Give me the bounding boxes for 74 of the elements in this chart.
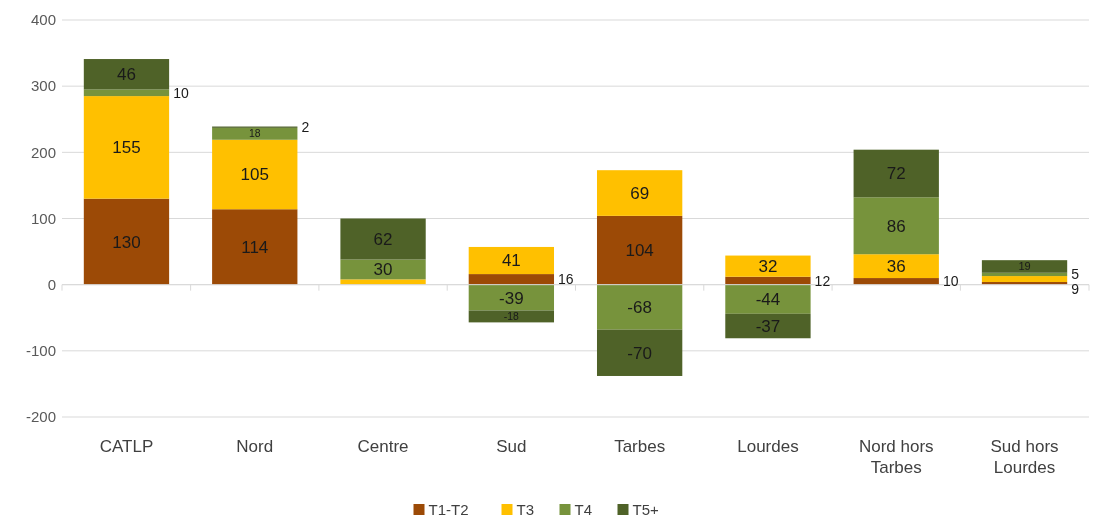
data-label: 12 <box>814 272 831 289</box>
y-tick-label: -100 <box>25 342 56 360</box>
bar <box>725 255 811 277</box>
bar <box>981 272 1068 277</box>
legend-label: T3 <box>516 501 535 519</box>
x-tick-label: Sud <box>496 437 527 456</box>
bar <box>596 284 683 330</box>
data-label: 16 <box>558 271 574 288</box>
bar <box>853 149 939 198</box>
data-label: -37 <box>755 316 781 336</box>
data-label: 18 <box>248 128 261 140</box>
data-label: 30 <box>373 260 393 280</box>
bar <box>853 254 939 279</box>
y-tick-label: 400 <box>30 11 56 29</box>
y-tick-label: -200 <box>25 408 56 426</box>
y-tick-label: 200 <box>30 143 56 161</box>
data-label: 41 <box>501 251 521 271</box>
data-label: 10 <box>942 273 959 290</box>
legend-label: T5+ <box>632 501 659 519</box>
data-label: 105 <box>240 165 269 185</box>
data-label: 86 <box>886 216 906 236</box>
x-tick-label: Nord <box>236 437 274 456</box>
bar <box>596 215 683 285</box>
data-label: 62 <box>373 229 393 249</box>
data-label: 72 <box>886 164 906 184</box>
x-tick-label: CATLP <box>99 437 154 456</box>
y-tick-label: 100 <box>30 209 56 227</box>
data-label: -18 <box>503 311 520 323</box>
data-label: 155 <box>112 138 141 158</box>
y-tick-label: 300 <box>30 77 56 95</box>
bar <box>212 209 298 285</box>
x-tick-label: Centre <box>357 437 409 456</box>
data-label: 36 <box>886 257 906 277</box>
bar <box>468 274 555 285</box>
bar <box>853 278 939 285</box>
bar <box>468 246 555 275</box>
x-tick-label: Lourdes <box>737 437 799 456</box>
data-label: -39 <box>499 288 524 308</box>
bar <box>212 127 298 140</box>
bar <box>596 329 683 376</box>
data-label: 9 <box>1071 281 1080 298</box>
data-label: 46 <box>117 65 136 85</box>
bar <box>340 279 426 285</box>
legend-label: T4 <box>574 501 593 519</box>
y-tick-label: 0 <box>47 275 56 293</box>
bar <box>981 260 1068 273</box>
bar <box>981 276 1068 283</box>
data-label: 2 <box>301 119 310 136</box>
bar <box>725 284 811 314</box>
data-label: 5 <box>1071 266 1080 283</box>
x-tick-label: Sud hors Lourdes <box>990 437 1059 477</box>
bar <box>83 96 170 199</box>
data-label: -70 <box>627 343 652 363</box>
data-label: 104 <box>625 241 654 261</box>
data-label: 114 <box>241 237 269 257</box>
data-label: -68 <box>627 298 652 318</box>
data-label: 19 <box>1018 260 1031 273</box>
data-label: 130 <box>112 232 141 252</box>
x-tick-label: Tarbes <box>614 437 666 456</box>
bar <box>340 218 426 260</box>
legend-label: T1-T2 <box>428 501 469 519</box>
bar <box>468 310 555 323</box>
bar <box>83 198 170 285</box>
data-label: 69 <box>630 183 650 203</box>
x-tick-label: Nord hors Tarbes <box>858 437 934 477</box>
data-label: 10 <box>173 84 189 101</box>
bar <box>725 313 811 339</box>
data-label: 32 <box>758 257 778 277</box>
bar <box>596 170 683 216</box>
bar <box>83 59 170 90</box>
data-label: -44 <box>755 290 781 310</box>
bar <box>83 89 170 97</box>
bar <box>853 197 939 255</box>
bar <box>212 139 298 210</box>
